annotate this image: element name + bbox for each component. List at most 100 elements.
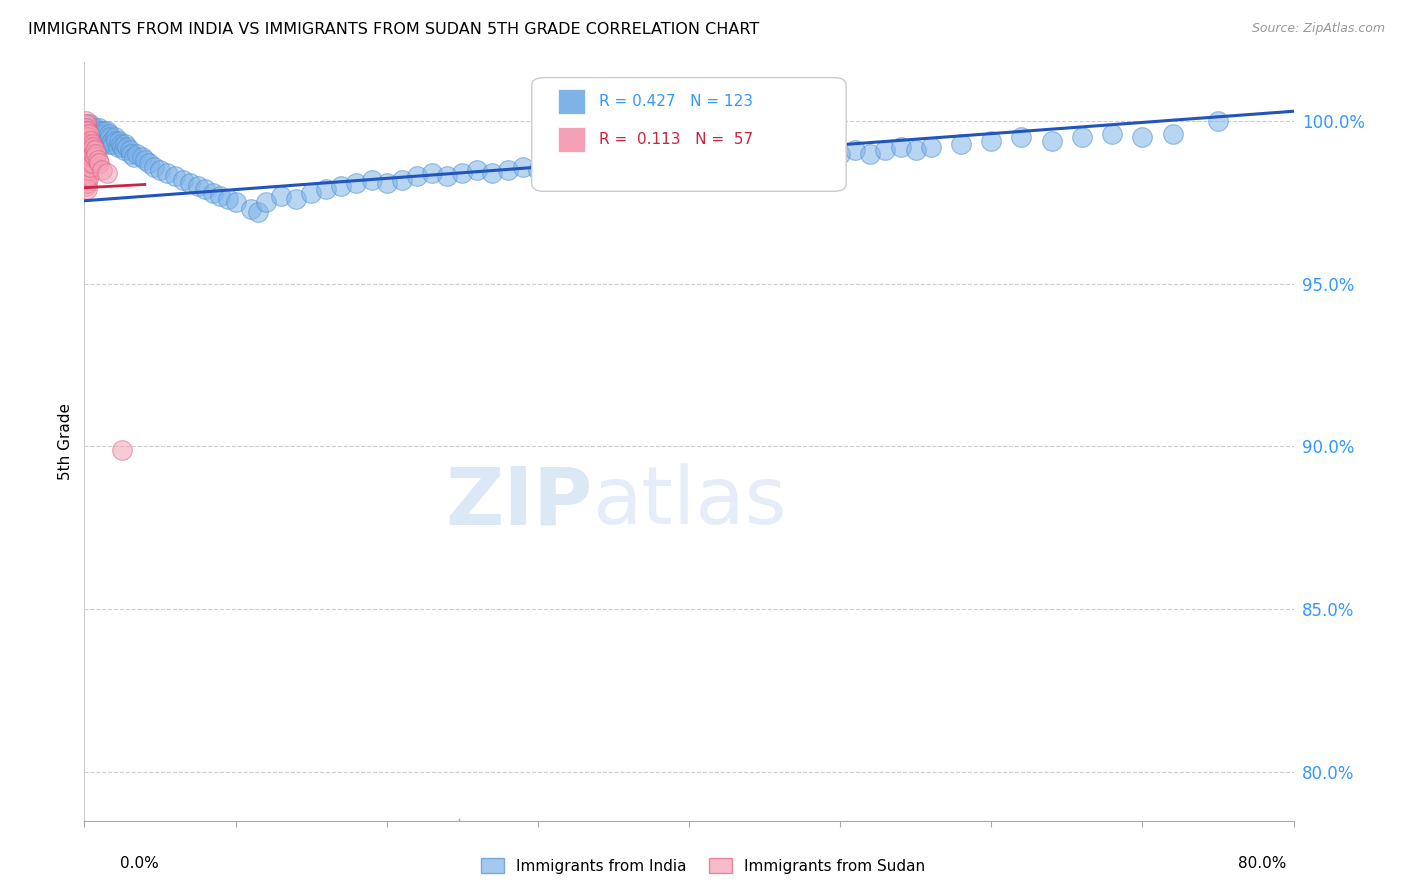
Point bbox=[82, 146, 104, 161]
Point bbox=[80, 156, 103, 170]
Point bbox=[76, 127, 98, 141]
Point bbox=[90, 124, 112, 138]
Point bbox=[172, 172, 194, 186]
Point bbox=[91, 127, 114, 141]
Point bbox=[112, 143, 135, 157]
Point bbox=[79, 160, 101, 174]
Point bbox=[217, 192, 239, 206]
Point bbox=[134, 153, 156, 167]
Point bbox=[890, 140, 912, 154]
Point bbox=[156, 166, 179, 180]
Point bbox=[105, 134, 128, 148]
Point bbox=[77, 120, 100, 135]
Point bbox=[588, 156, 610, 170]
Point bbox=[79, 134, 101, 148]
Text: 80.0%: 80.0% bbox=[1239, 856, 1286, 871]
Point bbox=[201, 186, 224, 200]
Point bbox=[844, 143, 866, 157]
Point bbox=[87, 153, 110, 167]
Point bbox=[859, 146, 882, 161]
Point bbox=[108, 134, 131, 148]
Point bbox=[76, 136, 98, 151]
Point bbox=[75, 176, 97, 190]
Point bbox=[75, 140, 97, 154]
Point bbox=[602, 153, 624, 167]
Point bbox=[86, 146, 108, 161]
Point bbox=[118, 143, 141, 157]
Point bbox=[76, 162, 98, 177]
Point bbox=[77, 162, 100, 177]
Point bbox=[76, 124, 98, 138]
Point bbox=[875, 143, 897, 157]
Point bbox=[375, 176, 398, 190]
Point bbox=[94, 130, 117, 145]
Point bbox=[406, 169, 429, 184]
Point bbox=[980, 134, 1002, 148]
Point bbox=[98, 130, 121, 145]
Point bbox=[100, 134, 122, 148]
Point bbox=[77, 127, 100, 141]
Point bbox=[77, 150, 100, 164]
Point bbox=[110, 136, 132, 151]
Point bbox=[87, 127, 110, 141]
Point bbox=[165, 169, 187, 184]
Point bbox=[1071, 130, 1094, 145]
Point bbox=[120, 146, 142, 161]
Point bbox=[91, 136, 114, 151]
Point bbox=[77, 169, 100, 184]
Point bbox=[77, 136, 100, 151]
Point bbox=[648, 156, 671, 170]
Point bbox=[75, 160, 97, 174]
Point bbox=[527, 162, 550, 177]
Point bbox=[1011, 130, 1033, 145]
Point bbox=[75, 130, 97, 145]
Point bbox=[86, 134, 108, 148]
Point bbox=[96, 166, 118, 180]
Point bbox=[77, 136, 100, 151]
Point bbox=[127, 146, 149, 161]
Text: IMMIGRANTS FROM INDIA VS IMMIGRANTS FROM SUDAN 5TH GRADE CORRELATION CHART: IMMIGRANTS FROM INDIA VS IMMIGRANTS FROM… bbox=[28, 22, 759, 37]
Point bbox=[76, 156, 98, 170]
Point bbox=[769, 150, 792, 164]
Point bbox=[904, 143, 927, 157]
Point bbox=[75, 172, 97, 186]
Point bbox=[87, 136, 110, 151]
Point bbox=[77, 124, 100, 138]
Point bbox=[270, 189, 292, 203]
Point bbox=[111, 442, 134, 457]
Point bbox=[920, 140, 942, 154]
Point bbox=[75, 134, 97, 148]
Point bbox=[93, 124, 115, 138]
Point bbox=[76, 150, 98, 164]
Point bbox=[76, 136, 98, 151]
Point bbox=[1161, 127, 1184, 141]
Point bbox=[84, 150, 107, 164]
Point bbox=[360, 172, 382, 186]
Point bbox=[285, 192, 308, 206]
Point bbox=[80, 127, 103, 141]
Text: R = 0.427   N = 123: R = 0.427 N = 123 bbox=[599, 94, 754, 109]
Point bbox=[572, 160, 595, 174]
Point bbox=[239, 202, 262, 216]
Point bbox=[80, 136, 103, 151]
Point bbox=[814, 150, 837, 164]
Point bbox=[142, 160, 165, 174]
Point bbox=[82, 124, 104, 138]
Point bbox=[89, 156, 111, 170]
Point bbox=[75, 136, 97, 151]
Point bbox=[75, 146, 97, 161]
Point bbox=[89, 130, 111, 145]
Point bbox=[75, 143, 97, 157]
Point bbox=[330, 179, 353, 194]
Point bbox=[75, 150, 97, 164]
Point bbox=[79, 124, 101, 138]
Point bbox=[76, 176, 98, 190]
Point bbox=[481, 166, 503, 180]
Point bbox=[187, 179, 209, 194]
Point bbox=[80, 143, 103, 157]
Point bbox=[107, 140, 129, 154]
Legend: Immigrants from India, Immigrants from Sudan: Immigrants from India, Immigrants from S… bbox=[474, 852, 932, 880]
FancyBboxPatch shape bbox=[558, 89, 585, 114]
Point bbox=[77, 156, 100, 170]
Point bbox=[138, 156, 160, 170]
